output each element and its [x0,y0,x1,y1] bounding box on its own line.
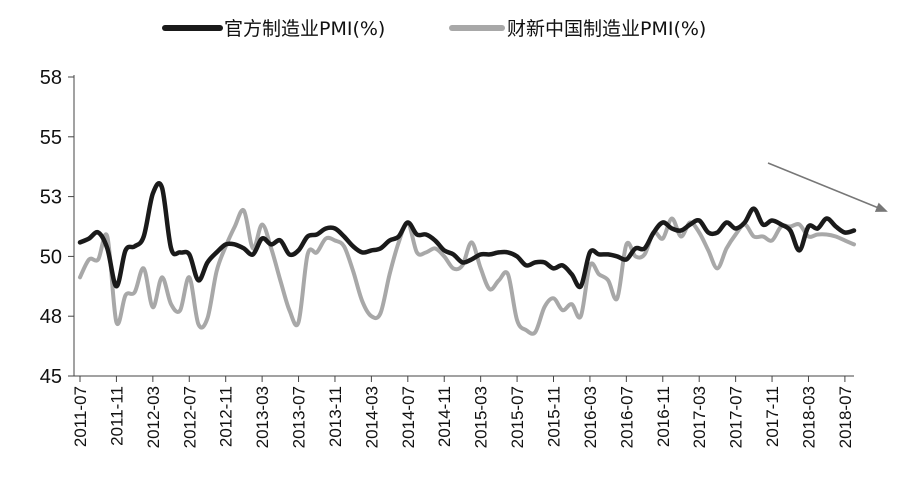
legend: 官方制造业PMI(%) 财新中国制造业PMI(%) [162,18,706,40]
x-tick-label: 2013-11 [326,386,345,447]
x-tick-label: 2012-11 [217,386,236,447]
x-tick-label: 2015-07 [508,386,527,448]
x-tick-label: 2015-03 [472,386,491,448]
x-tick-label: 2016-11 [654,386,673,447]
y-tick-label: 55 [40,127,62,149]
x-tick-label: 2011-07 [71,386,90,447]
x-tick-label: 2016-07 [617,386,636,448]
x-tick-label: 2012-03 [144,386,163,448]
x-tick-label: 2018-03 [799,386,818,448]
x-tick-label: 2014-11 [435,386,454,447]
x-tick-label: 2017-07 [727,386,746,448]
legend-label-caixin: 财新中国制造业PMI(%) [507,18,706,40]
y-tick-label: 48 [40,306,62,328]
x-tick-label: 2015-11 [545,386,564,447]
legend-label-official: 官方制造业PMI(%) [224,18,385,40]
series-lines [77,181,857,336]
x-tick-label: 2013-07 [290,386,309,448]
trend-arrow [767,162,888,212]
x-tick-label: 2014-03 [362,386,381,448]
y-tick-label: 50 [40,246,62,268]
y-tick-label: 53 [40,187,62,209]
x-tick-label: 2013-03 [253,386,272,448]
series-line-caixin-pmi [78,207,856,336]
x-tick-label: 2011-11 [107,386,126,446]
x-tick-label: 2017-03 [690,386,709,448]
series-line-official-pmi [77,181,857,290]
x-tick-label: 2018-07 [836,386,855,448]
x-tick-label: 2017-11 [763,386,782,447]
y-tick-label: 45 [40,366,62,388]
y-tick-label: 58 [40,67,62,89]
y-axis: 45 48 50 53 55 58 [40,67,75,388]
x-axis: 2011-07 2011-11 2012-03 2012-07 2012-11 2013-… [71,375,855,448]
x-tick-label: 2016-03 [581,386,600,448]
x-tick-label: 2012-07 [180,386,199,448]
x-tick-label: 2014-07 [399,386,418,448]
